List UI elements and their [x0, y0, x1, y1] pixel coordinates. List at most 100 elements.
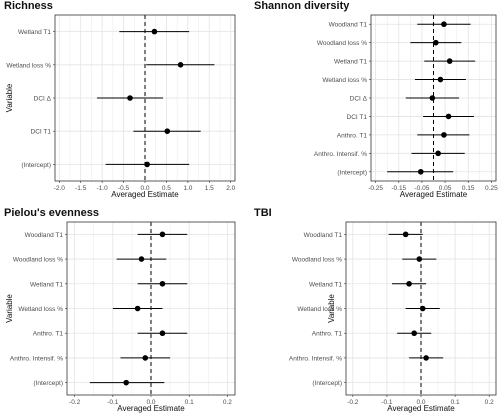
estimate-point [423, 355, 429, 361]
x-tick-label: -0.5 [118, 185, 130, 192]
estimate-point [445, 113, 452, 120]
estimate-point [446, 58, 453, 64]
panel-richness: Richness Wetland T1 Wetland loss % DCI Δ DC… [0, 0, 240, 200]
y-tick-label: DCI Δ [34, 96, 52, 103]
y-tick-label: Wetland loss % [6, 62, 51, 69]
x-tick-label: -0.15 [391, 185, 406, 192]
y-tick-label: Anthro. Intensif. % [314, 151, 367, 158]
estimate-point [419, 305, 426, 312]
x-tick-label: 0.1 [451, 399, 460, 406]
estimate-point [159, 280, 166, 287]
y-tick-label: Anthro. Intensif. % [10, 355, 63, 362]
x-axis-label: Averaged Estimate [400, 190, 468, 199]
y-tick-label: Woodland T1 [329, 22, 368, 29]
estimate-point [159, 330, 166, 337]
plot-frame [66, 221, 236, 396]
chart-title: TBI [254, 207, 272, 219]
estimate-point [151, 28, 158, 35]
estimate-point [416, 256, 423, 262]
x-tick-label: -0.2 [69, 399, 81, 406]
estimate-point [406, 280, 412, 287]
estimate-point [144, 161, 150, 168]
estimate-point [433, 39, 439, 46]
y-tick-label: DCI T1 [31, 129, 52, 136]
x-tick-label: 0.2 [485, 399, 494, 406]
estimate-point [411, 330, 417, 337]
estimate-point [441, 132, 447, 138]
y-axis-label: Variable [5, 294, 14, 323]
estimate-point [437, 76, 444, 83]
y-tick-label: DCI Δ [350, 96, 368, 103]
y-tick-label: Wetland loss % [18, 306, 63, 313]
x-tick-label: 0.0 [416, 399, 425, 406]
estimate-point [138, 256, 145, 262]
estimate-point [127, 95, 133, 101]
y-tick-label: Woodland loss % [292, 257, 342, 264]
x-axis-label: Averaged Estimate [117, 404, 185, 413]
y-tick-label: Wetland T1 [30, 281, 63, 288]
estimate-point [429, 95, 436, 101]
panel-shannon-diversity: Shannon diversity Woodland T1 Woodland lo… [250, 0, 500, 200]
estimate-point [417, 168, 424, 175]
panel-pielou-evenness: Pielou's evenness Woodland T1 Woodland lo… [0, 207, 240, 414]
y-tick-label: Wetland loss % [322, 77, 367, 84]
x-tick-label: -0.1 [107, 399, 119, 406]
y-tick-label: Anthro. T1 [312, 331, 343, 338]
estimate-point [159, 231, 166, 238]
y-tick-label: Woodland T1 [25, 232, 64, 239]
y-tick-label: Anthro. T1 [33, 331, 64, 338]
x-tick-label: 1.0 [183, 185, 192, 192]
y-tick-label: (Intercept) [312, 380, 342, 387]
y-tick-label: Woodland loss % [13, 257, 63, 264]
pielou-plot: Woodland T1 Woodland loss % Wetland T1 Wetl… [5, 221, 236, 413]
y-tick-label: Woodland T1 [304, 232, 343, 239]
tbi-plot: Woodland T1 Woodland loss % Wetland T1 Wetl… [289, 221, 497, 413]
x-tick-label: -2.0 [54, 185, 66, 192]
y-tick-label: DCI T1 [347, 114, 368, 121]
x-tick-label: 0.1 [185, 399, 194, 406]
plot-frame [345, 221, 497, 396]
x-tick-label: 2.0 [226, 185, 235, 192]
y-tick-label: (Intercept) [337, 169, 367, 176]
x-axis-label: Averaged Estimate [111, 190, 179, 199]
x-axis-label: Averaged Estimate [387, 404, 455, 413]
y-tick-label: Wetland loss % [297, 306, 342, 313]
y-tick-label: (Intercept) [33, 380, 63, 387]
x-tick-label: 0.15 [462, 185, 475, 192]
y-tick-label: Wetland T1 [334, 59, 367, 66]
x-tick-label: -0.1 [381, 399, 393, 406]
estimate-point [123, 379, 129, 386]
y-tick-label: Wetland T1 [18, 29, 51, 36]
y-axis-label: Variable [5, 83, 14, 112]
chart-title: Richness [4, 0, 53, 12]
x-tick-label: -1.5 [75, 185, 87, 192]
x-tick-label: -1.0 [97, 185, 109, 192]
y-tick-label: Woodland loss % [317, 40, 367, 47]
x-tick-label: -0.2 [347, 399, 359, 406]
plot-frame [370, 14, 497, 182]
x-tick-label: 1.5 [205, 185, 214, 192]
y-tick-label: Wetland T1 [309, 281, 342, 288]
estimate-point [402, 231, 409, 238]
x-tick-label: 0.0 [146, 399, 155, 406]
x-tick-label: -0.25 [368, 185, 383, 192]
estimate-point [142, 355, 149, 361]
panel-tbi: TBI Woodland T1 Woodland loss % Wetland T1… [250, 207, 500, 414]
estimate-point [134, 305, 141, 312]
y-tick-label: Anthro. Intensif. % [289, 355, 342, 362]
y-tick-label: Anthro. T1 [337, 132, 368, 139]
x-tick-label: 0.05 [439, 185, 452, 192]
richness-plot: Wetland T1 Wetland loss % DCI Δ DCI T1 (Inte… [5, 14, 236, 199]
y-tick-label: (Intercept) [21, 162, 51, 169]
chart-title: Shannon diversity [254, 0, 350, 12]
x-tick-label: 0.2 [223, 399, 232, 406]
plot-frame [54, 14, 236, 182]
x-tick-label: 0.25 [485, 185, 498, 192]
y-axis-label: Variable [327, 294, 336, 323]
estimate-point [177, 62, 184, 68]
x-tick-label: -0.05 [415, 185, 430, 192]
shannon-plot: Woodland T1 Woodland loss % Wetland T1 Wetl… [314, 14, 498, 199]
x-tick-label: 0.0 [140, 185, 149, 192]
estimate-point [435, 150, 441, 157]
x-tick-label: 0.5 [162, 185, 171, 192]
